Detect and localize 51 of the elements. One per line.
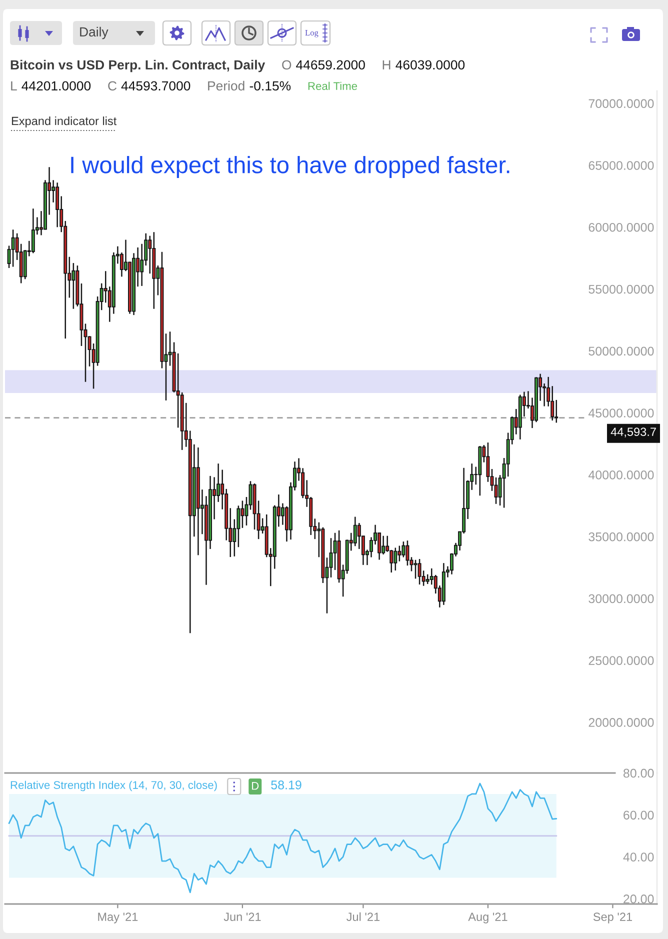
text: C 44593.7000 xyxy=(108,81,190,91)
line-series xyxy=(8,782,558,894)
y-tick-label: 80.00 xyxy=(623,768,654,778)
candlestick xyxy=(406,540,410,566)
y-tick-label: 20000.0000 xyxy=(588,718,654,727)
candlestick xyxy=(31,208,35,254)
x-tick-label: Jul '21 xyxy=(346,912,380,922)
y-tick-label: 45000.0000 xyxy=(588,408,654,418)
chart-title: Bitcoin vs USD Perp. Lin. Contract, Daily xyxy=(10,60,266,72)
candlestick xyxy=(418,558,422,586)
y-tick-label: 20.00 xyxy=(624,894,654,904)
y-tick-label: 60.00 xyxy=(624,810,654,820)
annotation: I would expect this to have dropped faster. xyxy=(71,156,510,178)
candlestick xyxy=(240,500,244,529)
text: L 44201.0000 xyxy=(11,81,91,91)
y-tick-label: 60000.0000 xyxy=(588,222,654,232)
annotation: D xyxy=(252,782,259,790)
text: O 44659.2000 xyxy=(282,60,365,70)
y-tick-label: 40000.0000 xyxy=(588,470,654,480)
ref-line-label: 44,593.7 xyxy=(610,428,656,438)
annotation: 58.19 xyxy=(271,780,302,790)
y-tick-label: 25000.0000 xyxy=(588,656,654,666)
text: Period -0.15% xyxy=(208,80,291,91)
candlestick xyxy=(11,229,15,268)
text: Relative Strength Index (14, 70, 30, close) xyxy=(10,780,217,792)
candlestick xyxy=(486,442,490,483)
text: Daily xyxy=(80,26,108,40)
text: H 46039.0000 xyxy=(382,60,465,70)
y-tick-label: 35000.0000 xyxy=(588,532,654,542)
candlestick xyxy=(353,516,357,547)
x-tick-label: Sep '21 xyxy=(593,912,632,924)
candlestick xyxy=(430,568,434,586)
y-tick-label: 50000.0000 xyxy=(588,346,654,356)
candlestick xyxy=(398,545,402,562)
x-tick-label: Aug '21 xyxy=(468,912,508,924)
text: Log xyxy=(305,30,318,38)
candlestick xyxy=(56,182,60,228)
text: Real Time xyxy=(308,82,358,90)
x-tick-label: Jun '21 xyxy=(224,912,261,922)
y-tick-label: 70000.0000 xyxy=(588,99,654,108)
y-tick-label: 65000.0000 xyxy=(588,161,654,170)
annotation: Expand indicator list xyxy=(12,116,117,128)
y-tick-label: 40.00 xyxy=(623,852,654,862)
x-tick-label: May '21 xyxy=(98,912,138,924)
candlestick xyxy=(394,547,398,572)
y-tick-label: 55000.0000 xyxy=(588,284,654,294)
candlestick xyxy=(402,540,406,558)
y-tick-label: 30000.0000 xyxy=(588,594,654,604)
candlestick xyxy=(414,559,418,580)
candlestick xyxy=(494,476,498,505)
candlestick xyxy=(382,535,386,556)
